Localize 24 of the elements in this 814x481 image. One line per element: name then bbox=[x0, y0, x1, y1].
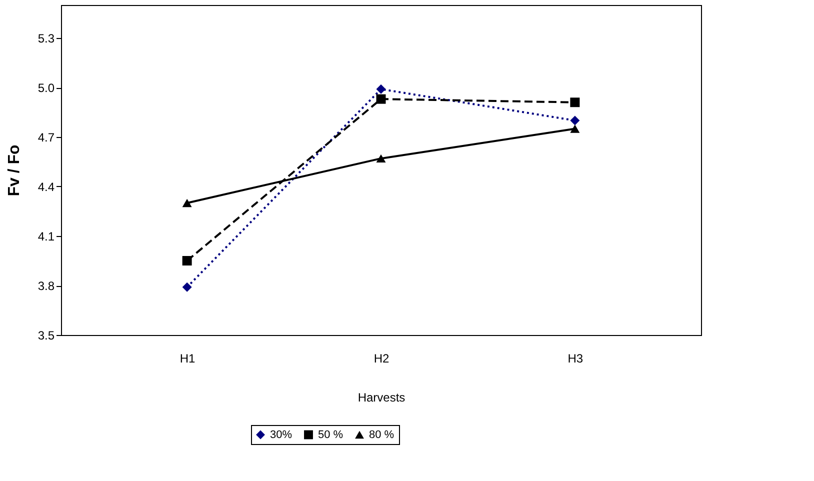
x-tick-label: H1 bbox=[180, 352, 196, 366]
y-tick-label: 3.8 bbox=[38, 279, 55, 293]
y-tick-label: 3.5 bbox=[38, 328, 55, 342]
point bbox=[182, 256, 192, 266]
legend-label: 80 % bbox=[369, 428, 394, 441]
point bbox=[570, 98, 580, 108]
point bbox=[182, 282, 192, 292]
point bbox=[570, 116, 580, 126]
y-tick-label: 4.7 bbox=[38, 130, 55, 144]
point bbox=[182, 198, 192, 208]
y-tick-label: 5.3 bbox=[38, 32, 55, 46]
legend-label: 50 % bbox=[318, 428, 344, 441]
y-axis-title: Fv / Fo bbox=[6, 144, 23, 196]
y-tick-label: 4.4 bbox=[38, 180, 55, 194]
point bbox=[376, 154, 386, 163]
point bbox=[376, 84, 386, 94]
y-tick-label: 5.0 bbox=[38, 81, 55, 95]
x-axis-title: Harvests bbox=[358, 390, 406, 404]
point bbox=[570, 124, 580, 133]
legend-label: 30% bbox=[270, 428, 292, 441]
x-tick-label: H3 bbox=[568, 352, 584, 366]
x-tick-label: H2 bbox=[374, 352, 390, 366]
y-tick-label: 4.1 bbox=[38, 230, 55, 244]
point bbox=[376, 94, 386, 104]
